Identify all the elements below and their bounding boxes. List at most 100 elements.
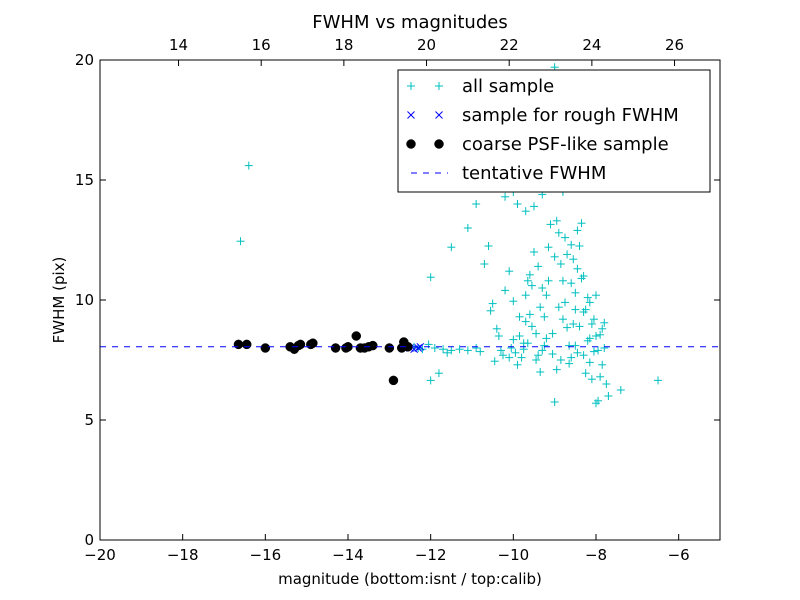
legend-label: sample for rough FWHM [462, 105, 679, 126]
series-0-point [598, 324, 607, 333]
data-layer [100, 63, 720, 408]
series-0-point [567, 353, 576, 362]
series-0-point [554, 228, 563, 237]
series-0-point [569, 320, 578, 328]
series-0-point [527, 322, 536, 331]
series-0-point [589, 347, 598, 356]
x-tick-label: −16 [250, 546, 282, 564]
series-0-point [558, 276, 567, 285]
series-0-point [426, 376, 435, 385]
series-2-point [368, 340, 378, 351]
series-0-point [573, 348, 582, 357]
series-0-point [447, 243, 456, 252]
y-tick-label: 20 [75, 51, 94, 69]
series-0-point [501, 192, 510, 201]
series-0-point [509, 297, 518, 306]
series-0-point [594, 346, 603, 355]
x-tick-label: −10 [498, 546, 530, 564]
series-0-point [542, 334, 551, 343]
top-x-tick-label: 18 [334, 36, 353, 54]
series-0-point [585, 358, 594, 367]
series-0-point [556, 356, 565, 364]
series-0-point [550, 398, 559, 406]
series-2-point [330, 343, 341, 353]
series-0-point [523, 339, 532, 348]
series-0-point [521, 207, 530, 216]
x-tick-label: −14 [332, 546, 364, 564]
legend-marker [435, 111, 443, 119]
series-2-point [241, 339, 252, 350]
series-0-point [548, 329, 557, 338]
series-0-point [434, 369, 443, 378]
series-0-point [577, 219, 586, 228]
legend-entry: coarse PSF-like sample [406, 134, 669, 155]
series-0-point [544, 276, 553, 285]
series-0-point [499, 351, 507, 360]
series-0-point [426, 273, 435, 282]
series-0-point [530, 202, 538, 211]
series-0-point [494, 332, 503, 340]
series-0-point [579, 308, 588, 316]
series-0-point [556, 260, 565, 268]
legend-marker [407, 82, 415, 90]
series-0-point [521, 291, 530, 300]
series-0-point [567, 279, 576, 288]
series-0-point [567, 240, 576, 249]
y-tick-label: 10 [75, 291, 94, 309]
top-x-tick-label: 26 [665, 36, 684, 54]
series-0-point [538, 284, 547, 292]
series-0-point [565, 359, 574, 368]
legend-marker [435, 82, 443, 90]
series-0-point [598, 360, 607, 369]
legend-marker [407, 111, 415, 119]
x-tick-label: −20 [84, 546, 116, 564]
series-0-point [536, 303, 545, 312]
series-0-point [530, 248, 538, 256]
x-axis-label: magnitude (bottom:isnt / top:calib) [278, 570, 542, 588]
series-0-point [592, 291, 600, 300]
legend-entry: tentative FWHM [411, 163, 606, 184]
series-0-point [525, 270, 534, 279]
top-x-tick-label: 14 [169, 36, 188, 54]
series-0-point [569, 255, 578, 264]
series-0-point [552, 365, 561, 374]
series-0-point [505, 267, 514, 276]
series-0-point [490, 357, 499, 366]
series-0-point [488, 299, 497, 308]
series-0-point [534, 351, 543, 360]
series-0-point [577, 274, 586, 283]
series-0-point [525, 310, 534, 319]
series-0-point [532, 329, 541, 338]
series-0-point [515, 332, 524, 340]
series-2-point [260, 343, 271, 353]
series-0-point [544, 243, 553, 252]
series-0-point [552, 216, 561, 225]
series-0-point [484, 242, 493, 250]
series-0-point [540, 341, 549, 350]
series-2-point [384, 343, 395, 353]
series-0-point [550, 252, 559, 261]
top-x-tick-label: 16 [252, 36, 271, 54]
series-0-point [563, 250, 572, 259]
y-tick-label: 0 [84, 531, 94, 549]
series-0-point [472, 344, 481, 352]
series-0-point [546, 220, 555, 229]
series-0-point [579, 351, 588, 360]
top-x-tick-label: 24 [582, 36, 601, 54]
series-0-point [596, 372, 605, 381]
series-0-point [517, 353, 526, 362]
series-0-point [585, 298, 594, 307]
series-0-point [455, 345, 464, 354]
legend-entry: all sample [407, 76, 554, 97]
series-0-point [594, 396, 603, 405]
series-1-point [416, 342, 425, 351]
series-0-point [604, 392, 613, 400]
series-0-point [575, 322, 584, 331]
series-2-point [351, 331, 362, 341]
series-0-point [523, 276, 532, 285]
series-0-point [589, 315, 598, 324]
series-0-point [571, 341, 580, 350]
series-0-point [536, 368, 545, 376]
series-0-point [244, 161, 253, 170]
legend: all sample sample for rough FWHM coarse PS… [397, 69, 711, 193]
